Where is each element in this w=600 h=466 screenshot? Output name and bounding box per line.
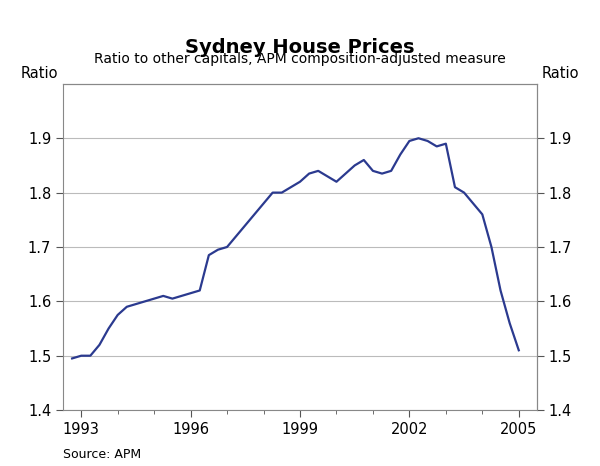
Title: Sydney House Prices: Sydney House Prices bbox=[185, 38, 415, 57]
Text: Ratio: Ratio bbox=[542, 66, 579, 81]
Text: Ratio: Ratio bbox=[21, 66, 58, 81]
Text: Ratio to other capitals, APM composition-adjusted measure: Ratio to other capitals, APM composition… bbox=[94, 52, 506, 66]
Text: Source: APM: Source: APM bbox=[63, 448, 141, 461]
